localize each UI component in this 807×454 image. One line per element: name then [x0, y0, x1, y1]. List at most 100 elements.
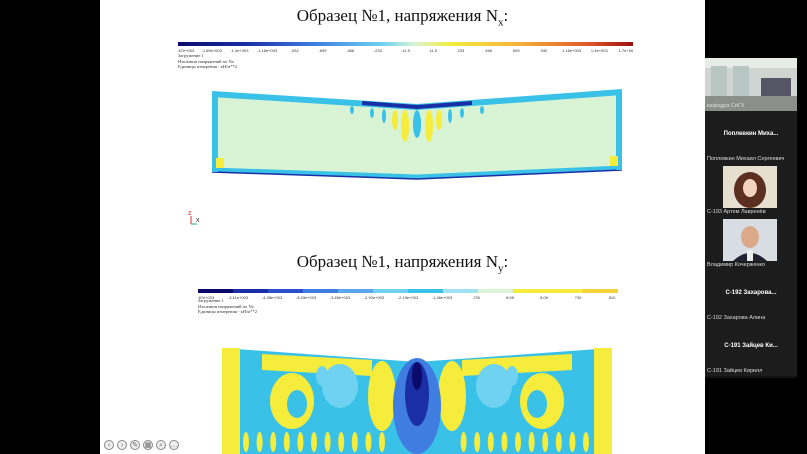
legend-tick-label: 730: [575, 295, 582, 300]
legend-tick-label: -2.92e+003: [364, 295, 385, 300]
stress-tooth: [569, 432, 576, 452]
participant-tile[interactable]: С-192 Захарова... С-192 Захарова Алина: [705, 270, 797, 323]
legend-tick-label: 932: [541, 48, 548, 53]
axis-arrows-icon: [190, 216, 197, 225]
title-main: Образец №1, напряжения N: [296, 252, 498, 271]
legend-tick-label: 233: [458, 48, 465, 53]
more-icon[interactable]: …: [169, 440, 179, 450]
stress-tooth: [583, 432, 589, 452]
legend-meta-ny: Загружение 1 Изолинии напряжений по Ny Е…: [198, 298, 257, 315]
slide-title-nx: Образец №1, напряжения Nx:: [296, 6, 509, 29]
video-feed-room: [705, 58, 797, 111]
stress-tooth: [243, 432, 249, 452]
stress-tooth: [351, 432, 358, 452]
zoom-icon[interactable]: ⌕: [156, 440, 166, 450]
legend-tick-label: -3.93e+003: [296, 295, 317, 300]
title-sub: y: [498, 262, 504, 275]
legend-band: [408, 289, 444, 293]
stress-tooth: [515, 432, 521, 452]
legend-meta-nx: Загружение 1 Изолинии напряжений по Nx Е…: [178, 53, 237, 70]
stress-tooth: [501, 432, 508, 452]
stress-tooth: [297, 432, 304, 452]
legend-tick-label: 1.4e+003: [591, 48, 609, 53]
stress-tooth: [542, 432, 549, 452]
legend-tick-label: -699: [318, 48, 327, 53]
participant-tile[interactable]: С-191 Зайцев Ки... С-191 Зайцев Кирилл: [705, 323, 797, 376]
legend-tick-label: 11.5: [429, 48, 437, 53]
video-feed-person: [705, 217, 797, 270]
legend-tick-label: -1.65e+003: [202, 48, 223, 53]
title-main: Образец №1, напряжения N: [296, 6, 498, 25]
participant-name: Поплевкин Михаил Сергеевич: [707, 156, 785, 162]
axis-x-label: x: [196, 217, 200, 224]
stress-tooth: [283, 432, 290, 452]
stress-map-nx: [212, 89, 622, 180]
participants-panel: кафедра СиГХ Поплевкин Миха... Поплевкин…: [705, 58, 797, 378]
stress-tooth: [487, 432, 494, 452]
legend-band: [513, 289, 549, 293]
stress-tooth: [474, 432, 481, 452]
participant-name: Владимир Кочерженко: [707, 262, 766, 268]
legend-tick-label: -1.46e+003: [432, 295, 453, 300]
legend-tick-label: -730: [472, 295, 481, 300]
stress-tooth: [365, 432, 372, 452]
legend-tick-label: 1.7e+003: [619, 48, 633, 53]
participant-name: С-193 Артем Лавренёв: [707, 209, 766, 215]
legend-tick-label: -3.87e+003: [178, 48, 195, 53]
stress-tooth: [311, 432, 317, 452]
legend-tick-label: -11.5: [401, 48, 411, 53]
meta-line: Единицы измерения - кН/м**2: [198, 309, 257, 314]
color-legend-ny: -3.87e+003 -3.11e+003 -4.38e+003 -3.93e+003…: [198, 289, 618, 303]
slideshow-controls: ‹ › ✎ ▦ ⌕ …: [104, 440, 179, 452]
meta-line: Единицы измерения - кН/м**2: [178, 64, 237, 69]
legend-band: [548, 289, 584, 293]
pen-icon[interactable]: ✎: [130, 440, 140, 450]
slides-grid-icon[interactable]: ▦: [143, 440, 153, 450]
participant-tile[interactable]: Владимир Кочерженко: [705, 217, 797, 270]
next-slide-icon[interactable]: ›: [117, 440, 127, 450]
color-legend-nx: -3.87e+003 -1.65e+003 -1.4e+003 -1.16e+003 -…: [178, 42, 633, 56]
participant-initials: С-191 Зайцев Ки...: [724, 343, 778, 349]
stress-map-ny: [222, 348, 612, 454]
presentation-slide: Образец №1, напряжения Nx: -3.87e+003 -1.…: [100, 0, 705, 454]
meta-line: Изолинии напряжений по Nx: [178, 58, 234, 64]
legend-band: [443, 289, 479, 293]
legend-band: [583, 289, 618, 293]
legend-tick-label: -3.11e+003: [228, 295, 249, 300]
legend-band: [198, 289, 234, 293]
legend-tick-label: -3.87e+003: [198, 295, 215, 300]
legend-tick-label: -2.19e+003: [398, 295, 419, 300]
legend-tick-label: -1.16e+003: [257, 48, 278, 53]
axis-indicator-x: x: [196, 217, 200, 224]
participant-name: С-192 Захарова Алина: [707, 315, 766, 321]
legend-tick-label: -932: [291, 48, 300, 53]
participant-tile[interactable]: Поплевкин Миха... Поплевкин Михаил Серге…: [705, 111, 797, 164]
stress-tooth: [555, 432, 562, 452]
axis-indicator: z: [188, 210, 192, 217]
participant-name: С-191 Зайцев Кирилл: [707, 368, 763, 374]
legend-tick-label: 8.08: [506, 295, 515, 300]
title-sub: x: [498, 16, 504, 29]
legend-tick-label: -4.38e+003: [262, 295, 283, 300]
legend-tick-label: -466: [346, 48, 355, 53]
participant-tile[interactable]: кафедра СиГХ: [705, 58, 797, 111]
stress-tooth: [256, 432, 263, 452]
axis-z-label: z: [188, 210, 192, 217]
legend-tick-label: 466: [485, 48, 492, 53]
stress-tooth: [338, 432, 345, 452]
participant-initials: С-192 Захарова...: [725, 290, 777, 296]
legend-band: [303, 289, 339, 293]
legend-tick-label: -3.65e+003: [330, 295, 351, 300]
legend-band: [478, 289, 514, 293]
stress-tooth: [528, 432, 535, 452]
participant-tile[interactable]: С-193 Артем Лавренёв: [705, 164, 797, 217]
participant-initials: Поплевкин Миха...: [723, 131, 779, 137]
meta-line: Изолинии напряжений по Ny: [198, 303, 254, 309]
stress-tooth: [324, 432, 331, 452]
stress-tooth: [270, 432, 277, 452]
legend-band: [373, 289, 409, 293]
stress-tooth: [460, 432, 467, 452]
legend-tick-label: 699: [513, 48, 520, 53]
legend-band: [338, 289, 374, 293]
prev-slide-icon[interactable]: ‹: [104, 440, 114, 450]
